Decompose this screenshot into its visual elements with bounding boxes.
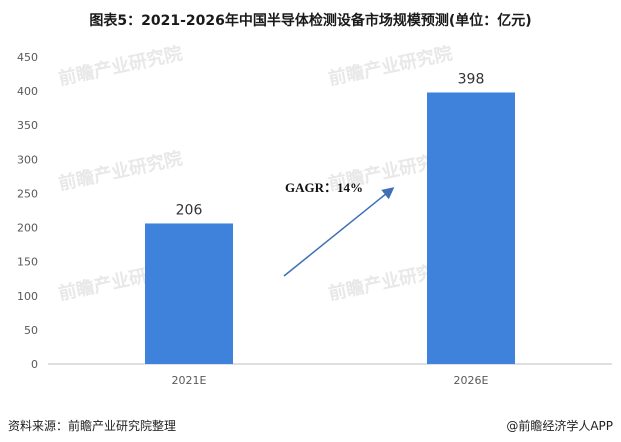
y-tick-label: 350 [17, 119, 38, 132]
watermark-text-3: 前瞻产业研究院 [56, 147, 184, 195]
y-tick-label: 250 [17, 187, 38, 200]
growth-arrow [283, 187, 395, 277]
y-tick-label: 400 [17, 85, 38, 98]
y-tick-label: 0 [31, 358, 38, 371]
bar-2026E [427, 92, 515, 364]
x-tick-label: 2021E [172, 374, 207, 387]
y-tick-label: 450 [17, 51, 38, 64]
cagr-annotation: GAGR：14% [285, 180, 363, 195]
y-tick-label: 150 [17, 256, 38, 269]
y-tick-label: 300 [17, 153, 38, 166]
data-label-2026E: 398 [458, 71, 485, 87]
brand-credit: @前瞻经济学人APP [506, 419, 613, 433]
source-note: 资料来源：前瞻产业研究院整理 [8, 419, 177, 433]
watermark-text-1: 前瞻产业研究院 [56, 42, 184, 90]
y-tick-label: 200 [17, 222, 38, 235]
watermark-text-2: 前瞻产业研究院 [326, 42, 454, 90]
x-axis: 2021E 2026E [172, 374, 489, 387]
data-label-2021E: 206 [176, 202, 203, 218]
y-tick-label: 100 [17, 290, 38, 303]
watermark: 前瞻产业研究院 前瞻产业研究院 前瞻产业研究院 前瞻产业研究院 前瞻产业研究院 … [56, 42, 454, 305]
y-axis: 0 50 100 150 200 250 300 350 400 450 [17, 51, 38, 371]
y-tick-label: 50 [24, 324, 38, 337]
bars: 206 398 [145, 71, 515, 364]
chart-title: 图表5：2021-2026年中国半导体检测设备市场规模预测(单位：亿元) [89, 13, 532, 29]
x-tick-label: 2026E [454, 374, 489, 387]
bar-2021E [145, 223, 233, 364]
